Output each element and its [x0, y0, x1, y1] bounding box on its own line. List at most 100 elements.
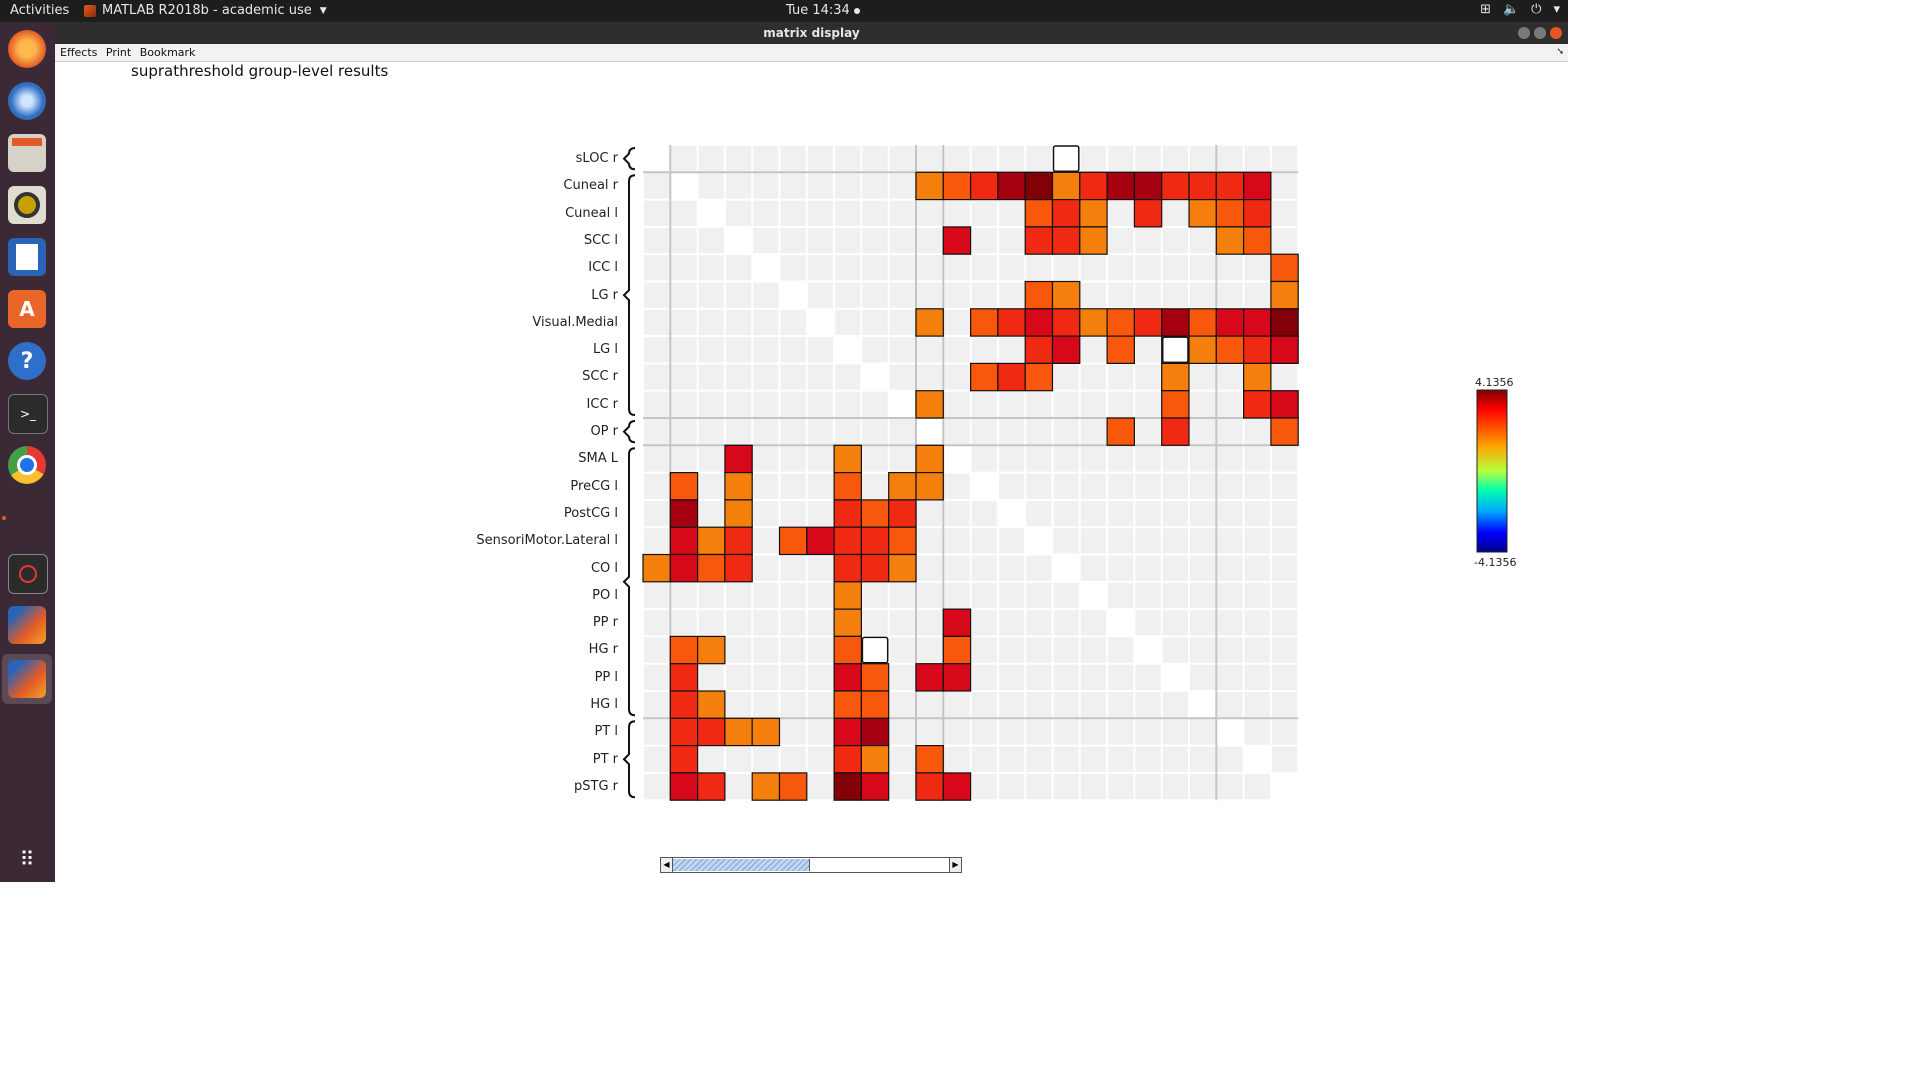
scroll-right-icon[interactable]: ▶: [949, 858, 961, 872]
matrix-cell[interactable]: [1270, 280, 1299, 310]
matrix-cell[interactable]: [942, 226, 972, 255]
matrix-cell[interactable]: [724, 553, 753, 583]
matrix-cell[interactable]: [1242, 199, 1272, 228]
matrix-cell[interactable]: [642, 553, 671, 583]
matrix-cell[interactable]: [1106, 417, 1135, 446]
matrix-cell[interactable]: [915, 663, 944, 692]
matrix-cell[interactable]: [1079, 171, 1108, 201]
matrix-cell[interactable]: [1270, 417, 1299, 446]
matrix-cell[interactable]: [888, 553, 917, 583]
menu-print[interactable]: Print: [105, 46, 132, 59]
matrix-cell[interactable]: [1051, 199, 1081, 228]
matrix-cell[interactable]: [1242, 362, 1272, 392]
matrix-cell[interactable]: [724, 444, 753, 474]
matrix-cell[interactable]: [724, 526, 753, 556]
matlab-dock-icon[interactable]: [8, 606, 46, 644]
menu-bookmark[interactable]: Bookmark: [139, 46, 196, 59]
matrix-cell[interactable]: [696, 553, 726, 583]
writer-icon[interactable]: [8, 238, 46, 276]
matrix-cell[interactable]: [833, 526, 862, 556]
matrix-cell[interactable]: [833, 608, 862, 637]
matrix-cell[interactable]: [1024, 226, 1054, 255]
matrix-cell[interactable]: [860, 744, 890, 774]
matrix-cell[interactable]: [1024, 335, 1054, 365]
matrix-cell[interactable]: [1215, 335, 1245, 365]
scroll-left-icon[interactable]: ◀: [661, 858, 673, 872]
matrix-cell[interactable]: [860, 553, 890, 583]
matrix-cell[interactable]: [669, 717, 699, 747]
matrix-cell[interactable]: [860, 526, 890, 556]
matrix-cell[interactable]: [696, 772, 726, 801]
matrix-cell[interactable]: [1051, 335, 1081, 365]
matrix-cell[interactable]: [669, 526, 699, 556]
matrix-cell[interactable]: [888, 526, 917, 556]
matrix-cell[interactable]: [1051, 171, 1081, 201]
matrix-cell[interactable]: [860, 690, 890, 719]
matrix-cell[interactable]: [860, 499, 890, 528]
matrix-cell[interactable]: [833, 772, 862, 801]
close-icon[interactable]: [1550, 27, 1562, 39]
matrix-cell[interactable]: [1215, 171, 1245, 201]
thunderbird-icon[interactable]: [8, 82, 46, 120]
matrix-cell[interactable]: [696, 526, 726, 556]
matrix-cell[interactable]: [1133, 199, 1163, 228]
matrix-cell[interactable]: [942, 171, 972, 201]
matrix-cell[interactable]: [1242, 335, 1272, 365]
matrix-cell[interactable]: [1242, 171, 1272, 201]
matrix-cell[interactable]: [669, 690, 699, 719]
matrix-cell[interactable]: [1161, 308, 1190, 337]
matrix-cell[interactable]: [833, 744, 862, 774]
matrix-cell[interactable]: [669, 635, 699, 665]
matrix-cell[interactable]: [1133, 171, 1163, 201]
matrix-cell[interactable]: [1024, 199, 1054, 228]
matrix-cell[interactable]: [1188, 308, 1217, 337]
matrix-cell[interactable]: [1242, 226, 1272, 255]
matrix-cell[interactable]: [833, 472, 862, 501]
matrix-cell[interactable]: [1024, 362, 1054, 392]
matrix-cell[interactable]: [833, 690, 862, 719]
matrix-cell[interactable]: [669, 553, 699, 583]
matrix-cell[interactable]: [915, 472, 944, 501]
matrix-cell[interactable]: [1106, 335, 1135, 365]
matrix-cell[interactable]: [669, 663, 699, 692]
matrix-cell[interactable]: [1270, 335, 1299, 365]
matrix-cell[interactable]: [724, 472, 753, 501]
matrix-cell[interactable]: [833, 499, 862, 528]
matrix-cell[interactable]: [669, 472, 699, 501]
maximize-icon[interactable]: [1534, 27, 1546, 39]
matrix-cell[interactable]: [915, 744, 944, 774]
horizontal-scrollbar[interactable]: ◀ ▶: [660, 857, 962, 873]
system-tray[interactable]: ⊞ 🔈 ⏻ ▾: [1480, 2, 1560, 17]
matrix-cell[interactable]: [833, 717, 862, 747]
matrix-cell[interactable]: [915, 390, 944, 419]
matrix-cell[interactable]: [696, 717, 726, 747]
matrix-cell[interactable]: [1106, 308, 1135, 337]
matrix-cell[interactable]: [942, 635, 972, 665]
matrix-cell[interactable]: [1215, 308, 1245, 337]
matrix-cell[interactable]: [1161, 171, 1190, 201]
matrix-cell[interactable]: [969, 171, 999, 201]
matrix-cell[interactable]: [833, 553, 862, 583]
help-icon[interactable]: ?: [8, 342, 46, 380]
matlab-active-dock-icon[interactable]: [2, 654, 52, 704]
matrix-cell[interactable]: [1215, 226, 1245, 255]
clock[interactable]: Tue 14:34: [786, 3, 860, 18]
firefox-icon[interactable]: [8, 30, 46, 68]
matrix-cell[interactable]: [915, 444, 944, 474]
matrix-cell[interactable]: [915, 308, 944, 337]
matrix-cell[interactable]: [751, 717, 781, 747]
matrix-cell[interactable]: [860, 663, 890, 692]
matrix-cell[interactable]: [969, 362, 999, 392]
scroll-thumb[interactable]: [673, 859, 810, 871]
matrix-cell[interactable]: [696, 635, 726, 665]
matrix-cell[interactable]: [1161, 362, 1190, 392]
show-apps-icon[interactable]: ⠿: [19, 847, 35, 871]
matrix-cell[interactable]: [1079, 226, 1108, 255]
matrix-cell[interactable]: [778, 526, 808, 556]
software-center-icon[interactable]: A: [8, 290, 46, 328]
matrix-cell[interactable]: [1188, 335, 1217, 365]
matrix-cell[interactable]: [669, 772, 699, 801]
matrix-cell[interactable]: [915, 772, 944, 801]
matrix-cell[interactable]: [942, 772, 972, 801]
app-menu[interactable]: MATLAB R2018b - academic use ▼: [84, 3, 327, 18]
